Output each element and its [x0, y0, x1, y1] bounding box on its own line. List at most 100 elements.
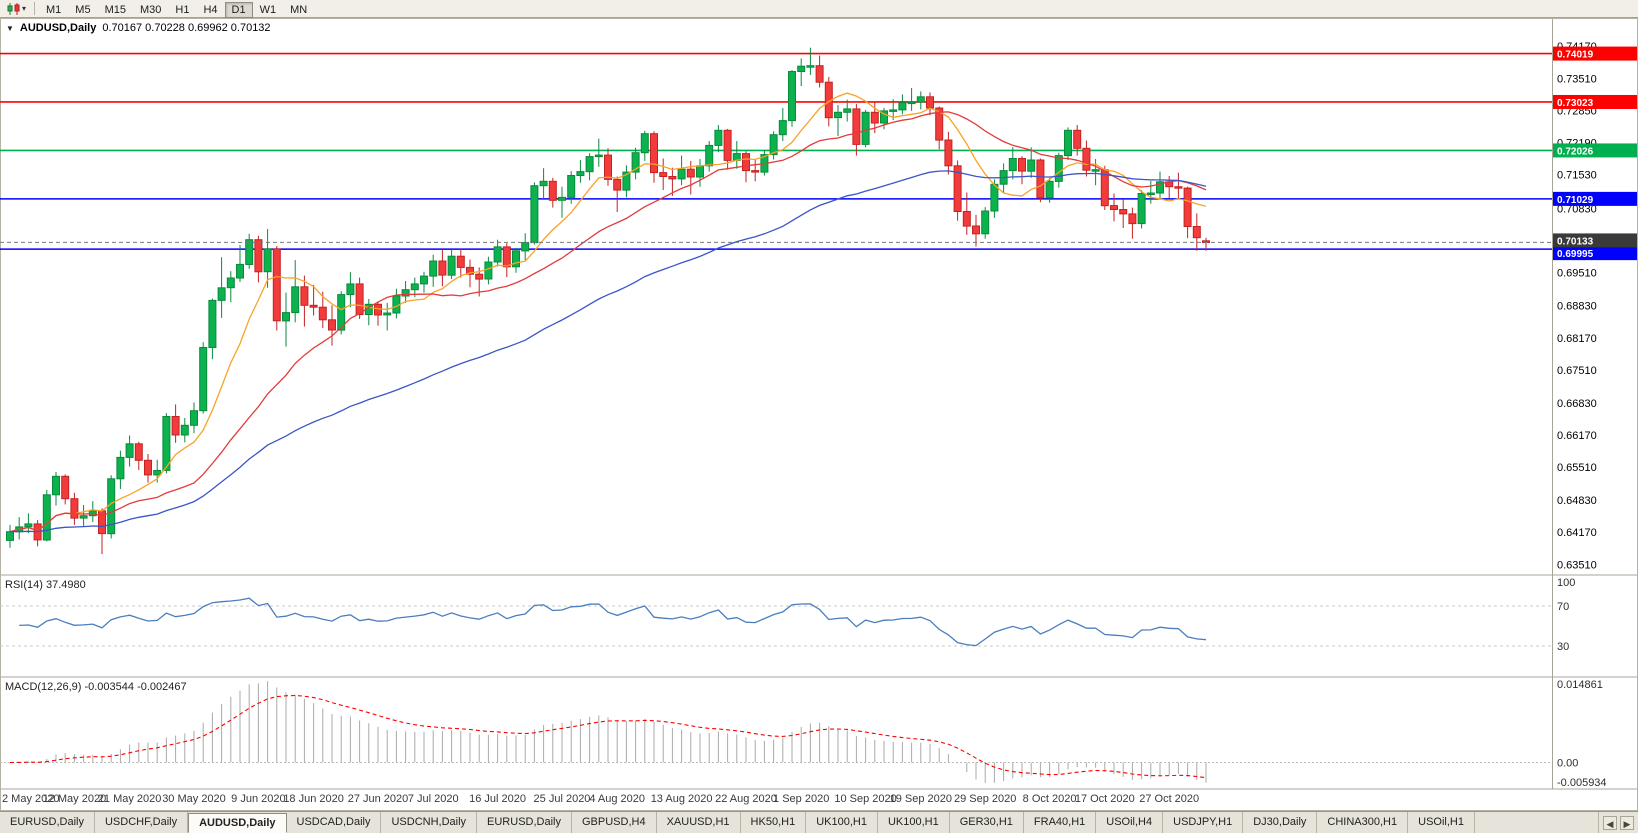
svg-text:0.70133: 0.70133	[1557, 236, 1594, 247]
svg-text:19 Sep 2020: 19 Sep 2020	[890, 793, 952, 805]
timeframe-buttons: M1 M5 M15 M30 H1 H4 D1 W1 MN	[39, 0, 314, 18]
dropdown-arrow-icon: ▾	[22, 3, 27, 13]
price-tag-0.73023: 0.73023	[1553, 94, 1637, 109]
candlestick-glyph	[7, 2, 20, 15]
chart-background[interactable]	[0, 18, 1638, 811]
timeframe-button-m1[interactable]: M1	[39, 2, 68, 18]
chart-tabs: EURUSD,Daily USDCHF,Daily AUDUSD,Daily USDC…	[0, 812, 1638, 833]
svg-text:2 May 2020: 2 May 2020	[2, 793, 59, 805]
timeframe-button-w1[interactable]: W1	[253, 2, 284, 18]
svg-text:27 Jun 2020: 27 Jun 2020	[348, 793, 409, 805]
svg-text:0.64830: 0.64830	[1557, 495, 1597, 507]
chart-tab-hk50-h1[interactable]: HK50,H1	[740, 812, 807, 833]
price-tag-0.71029: 0.71029	[1553, 191, 1637, 206]
svg-text:0.73510: 0.73510	[1557, 73, 1597, 85]
rsi-line	[19, 597, 1207, 647]
chart-tab-xauusd-h1[interactable]: XAUUSD,H1	[656, 812, 741, 833]
chart-tab-uk100-h1[interactable]: UK100,H1	[806, 812, 878, 833]
svg-text:30 May 2020: 30 May 2020	[162, 793, 226, 805]
svg-text:-0.005934: -0.005934	[1557, 777, 1607, 789]
candlestick-chart-icon[interactable]: ▾	[3, 1, 30, 17]
chart-tab-bar: EURUSD,Daily USDCHF,Daily AUDUSD,Daily USDC…	[0, 811, 1638, 833]
candlestick-series	[6, 47, 1210, 555]
chart-tab-usdjpy-h1[interactable]: USDJPY,H1	[1163, 812, 1244, 833]
svg-text:0.71029: 0.71029	[1557, 195, 1594, 206]
svg-text:0.71530: 0.71530	[1557, 170, 1597, 182]
chart-tab-usoil-h4[interactable]: USOil,H4	[1096, 812, 1164, 833]
svg-text:0.63510: 0.63510	[1557, 559, 1597, 571]
chart-tab-usdcnh-daily[interactable]: USDCNH,Daily	[381, 812, 478, 833]
svg-text:8 Oct 2020: 8 Oct 2020	[1023, 793, 1077, 805]
svg-text:0.69995: 0.69995	[1557, 249, 1594, 260]
svg-text:7 Jul 2020: 7 Jul 2020	[408, 793, 459, 805]
chart-tab-ger30-h1[interactable]: GER30,H1	[949, 812, 1024, 833]
svg-text:22 Aug 2020: 22 Aug 2020	[715, 793, 777, 805]
timeframe-button-mn[interactable]: MN	[283, 2, 314, 18]
timeframe-button-h1[interactable]: H1	[168, 2, 196, 18]
svg-text:25 Jul 2020: 25 Jul 2020	[534, 793, 591, 805]
svg-text:0.64170: 0.64170	[1557, 527, 1597, 539]
svg-text:0.69510: 0.69510	[1557, 268, 1597, 280]
ma-sma21-line	[9, 111, 1207, 533]
svg-text:70: 70	[1557, 601, 1569, 613]
svg-text:100: 100	[1557, 577, 1575, 589]
chart-tab-dj30-daily[interactable]: DJ30,Daily	[1243, 812, 1318, 833]
price-tag-0.70133: 0.70133	[1553, 233, 1637, 248]
timeframe-button-m15[interactable]: M15	[98, 2, 133, 18]
svg-text:0.67510: 0.67510	[1557, 365, 1597, 377]
chart-tab-eurusd-daily[interactable]: EURUSD,Daily	[477, 812, 572, 833]
svg-text:12 May 2020: 12 May 2020	[43, 793, 107, 805]
svg-text:0.65510: 0.65510	[1557, 462, 1597, 474]
tab-scroll-right-icon[interactable]: ▶	[1620, 815, 1634, 830]
svg-text:0.68170: 0.68170	[1557, 333, 1597, 345]
svg-text:1 Sep 2020: 1 Sep 2020	[773, 793, 829, 805]
chart-tab-usdchf-daily[interactable]: USDCHF,Daily	[94, 812, 189, 833]
price-tag-0.74019: 0.74019	[1553, 46, 1637, 61]
chart-tab-usoil-h1[interactable]: USOil,H1	[1408, 812, 1475, 833]
timeframe-toolbar: ▾ M1 M5 M15 M30 H1 H4 D1 W1 MN	[0, 0, 1638, 18]
svg-text:21 May 2020: 21 May 2020	[98, 793, 162, 805]
svg-text:0.66170: 0.66170	[1557, 430, 1597, 442]
ma-ema55-line	[9, 170, 1207, 533]
ma-sma8-line	[9, 92, 1207, 533]
chart-tab-audusd-daily[interactable]: AUDUSD,Daily	[188, 813, 287, 833]
svg-text:18 Jun 2020: 18 Jun 2020	[283, 793, 344, 805]
timeframe-button-d1[interactable]: D1	[224, 1, 253, 18]
macd-signal-line	[9, 694, 1207, 779]
svg-text:0.72026: 0.72026	[1557, 146, 1594, 157]
chart-tab-china300-h1[interactable]: CHINA300,H1	[1317, 812, 1409, 833]
chart-tab-eurusd-daily[interactable]: EURUSD,Daily	[0, 812, 95, 833]
horizontal-lines: 0.74019 0.73023 0.72026 0.71029 0.69995 0.701…	[0, 46, 1637, 261]
timeframe-button-m5[interactable]: M5	[68, 2, 97, 18]
rsi-pane[interactable]: 100 70 30	[0, 577, 1575, 653]
svg-text:0.68830: 0.68830	[1557, 301, 1597, 313]
tab-scroll-left-icon[interactable]: ◀	[1603, 815, 1617, 830]
timeframe-button-h4[interactable]: H4	[196, 2, 224, 18]
svg-text:10 Sep 2020: 10 Sep 2020	[834, 793, 896, 805]
macd-pane[interactable]: 0.014861 0.00 -0.005934	[0, 679, 1607, 789]
svg-text:30: 30	[1557, 641, 1569, 653]
price-tag-0.69995: 0.69995	[1553, 246, 1637, 261]
svg-text:0.00: 0.00	[1557, 758, 1578, 770]
svg-text:29 Sep 2020: 29 Sep 2020	[954, 793, 1016, 805]
svg-text:4 Aug 2020: 4 Aug 2020	[589, 793, 645, 805]
svg-text:0.66830: 0.66830	[1557, 398, 1597, 410]
svg-text:9 Jun 2020: 9 Jun 2020	[231, 793, 285, 805]
chart-tab-gbpusd-h4[interactable]: GBPUSD,H4	[572, 812, 657, 833]
svg-text:13 Aug 2020: 13 Aug 2020	[651, 793, 713, 805]
chart-tab-fra40-h1[interactable]: FRA40,H1	[1023, 812, 1097, 833]
timeframe-button-m30[interactable]: M30	[133, 2, 168, 18]
chart-tab-uk100-h1[interactable]: UK100,H1	[877, 812, 950, 833]
chart-area: 0.741700.735100.728500.721900.715300.708…	[0, 18, 1638, 811]
chart-tab-usdcad-daily[interactable]: USDCAD,Daily	[286, 812, 382, 833]
svg-text:17 Oct 2020: 17 Oct 2020	[1075, 793, 1135, 805]
price-tag-0.72026: 0.72026	[1553, 143, 1637, 158]
tab-scroll-arrows: ◀ ▶	[1598, 812, 1638, 833]
toolbar-separator	[34, 2, 36, 15]
svg-text:16 Jul 2020: 16 Jul 2020	[469, 793, 526, 805]
svg-text:0.014861: 0.014861	[1557, 679, 1603, 691]
svg-text:0.73023: 0.73023	[1557, 98, 1594, 109]
price-chart-canvas[interactable]: 0.741700.735100.728500.721900.715300.708…	[0, 18, 1638, 811]
